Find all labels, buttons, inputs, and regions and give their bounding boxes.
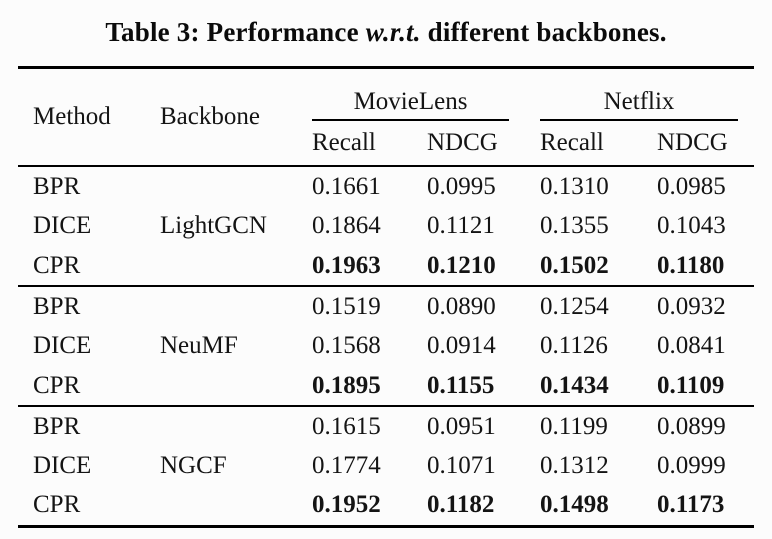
method-cell: CPR bbox=[33, 251, 81, 279]
method-cell: DICE bbox=[33, 212, 92, 239]
table-header: Method Backbone MovieLens Netflix Recall… bbox=[18, 68, 755, 166]
method-cell: BPR bbox=[33, 412, 81, 440]
backbone-cell: NGCF bbox=[160, 451, 227, 479]
caption-prefix: Table 3: Performance bbox=[105, 17, 366, 47]
value-cell: 0.1180 bbox=[657, 251, 725, 279]
value-cell: 0.1952 bbox=[312, 491, 381, 519]
netflix-group-label: Netflix bbox=[540, 88, 739, 121]
group-lightgcn: BPR LightGCN 0.1661 0.0995 0.1310 0.0985… bbox=[18, 166, 755, 286]
caption-suffix: different backbones. bbox=[420, 17, 667, 47]
value-cell: 0.1210 bbox=[427, 251, 496, 279]
value-cell: 0.1615 bbox=[312, 412, 381, 440]
backbone-cell: NeuMF bbox=[160, 332, 238, 359]
value-cell: 0.1310 bbox=[540, 172, 609, 200]
value-cell: 0.1502 bbox=[540, 251, 609, 279]
value-cell: 0.1121 bbox=[427, 212, 495, 239]
value-cell: 0.1109 bbox=[657, 371, 725, 399]
value-cell: 0.0951 bbox=[427, 412, 496, 440]
method-cell: CPR bbox=[33, 371, 81, 399]
table-row: CPR 0.1895 0.1155 0.1434 0.1109 bbox=[18, 366, 754, 406]
method-cell: CPR bbox=[33, 491, 81, 519]
col-header-method: Method bbox=[33, 103, 111, 130]
table-row: BPR NGCF 0.1615 0.0951 0.1199 0.0899 bbox=[18, 406, 754, 479]
value-cell: 0.1173 bbox=[657, 491, 725, 519]
value-cell: 0.0890 bbox=[427, 292, 496, 320]
value-cell: 0.0995 bbox=[427, 172, 496, 200]
table-row: DICE 0.1568 0.0914 0.1126 0.0841 bbox=[18, 326, 754, 366]
col-header-ml-ndcg: NDCG bbox=[427, 128, 498, 156]
value-cell: 0.1071 bbox=[427, 452, 496, 479]
value-cell: 0.1355 bbox=[540, 212, 609, 239]
group-ngcf: BPR NGCF 0.1615 0.0951 0.1199 0.0899 DIC… bbox=[18, 406, 755, 526]
method-cell: BPR bbox=[33, 172, 81, 200]
value-cell: 0.0932 bbox=[657, 292, 726, 320]
value-cell: 0.1568 bbox=[312, 332, 381, 359]
value-cell: 0.1498 bbox=[540, 491, 609, 519]
value-cell: 0.1661 bbox=[312, 172, 381, 200]
sub-header-row: Recall NDCG Recall NDCG bbox=[18, 121, 754, 166]
col-header-nf-recall: Recall bbox=[540, 128, 604, 156]
backbone-cell: LightGCN bbox=[160, 212, 267, 239]
value-cell: 0.1774 bbox=[312, 452, 381, 479]
table-row: CPR 0.1952 0.1182 0.1498 0.1173 bbox=[18, 486, 754, 526]
value-cell: 0.1519 bbox=[312, 292, 381, 320]
col-header-backbone: Backbone bbox=[160, 103, 260, 130]
value-cell: 0.1182 bbox=[427, 491, 495, 519]
value-cell: 0.1126 bbox=[540, 332, 608, 359]
value-cell: 0.1434 bbox=[540, 371, 609, 399]
table-caption: Table 3: Performance w.r.t. different ba… bbox=[0, 13, 772, 51]
table-row: DICE 0.1864 0.1121 0.1355 0.1043 bbox=[18, 206, 754, 246]
value-cell: 0.0985 bbox=[657, 172, 726, 200]
table-row: CPR 0.1963 0.1210 0.1502 0.1180 bbox=[18, 246, 754, 286]
method-cell: BPR bbox=[33, 292, 81, 320]
value-cell: 0.1043 bbox=[657, 212, 726, 239]
table-row: BPR NeuMF 0.1519 0.0890 0.1254 0.0932 bbox=[18, 286, 754, 360]
method-cell: DICE bbox=[33, 332, 92, 359]
value-cell: 0.1864 bbox=[312, 212, 381, 239]
value-cell: 0.1312 bbox=[540, 452, 609, 479]
col-group-netflix: Netflix bbox=[525, 68, 754, 121]
method-cell: DICE bbox=[33, 452, 92, 479]
movielens-group-label: MovieLens bbox=[312, 88, 509, 121]
group-header-row: Method Backbone MovieLens Netflix bbox=[18, 68, 754, 130]
value-cell: 0.0914 bbox=[427, 332, 496, 359]
value-cell: 0.1199 bbox=[540, 412, 608, 440]
results-table: Method Backbone MovieLens Netflix Recall… bbox=[18, 66, 755, 528]
table-row: DICE 0.1774 0.1071 0.1312 0.0999 bbox=[18, 446, 754, 486]
value-cell: 0.0899 bbox=[657, 412, 726, 440]
col-header-ml-recall: Recall bbox=[312, 128, 376, 156]
table-row: BPR LightGCN 0.1661 0.0995 0.1310 0.0985 bbox=[18, 166, 754, 240]
group-neumf: BPR NeuMF 0.1519 0.0890 0.1254 0.0932 DI… bbox=[18, 286, 755, 406]
col-header-nf-ndcg: NDCG bbox=[657, 128, 728, 156]
col-group-movielens: MovieLens bbox=[297, 68, 525, 121]
value-cell: 0.1963 bbox=[312, 251, 381, 279]
value-cell: 0.0999 bbox=[657, 452, 726, 479]
value-cell: 0.1254 bbox=[540, 292, 609, 320]
value-cell: 0.1155 bbox=[427, 371, 495, 399]
value-cell: 0.0841 bbox=[657, 332, 726, 359]
value-cell: 0.1895 bbox=[312, 371, 381, 399]
caption-emphasis: w.r.t. bbox=[365, 17, 421, 47]
